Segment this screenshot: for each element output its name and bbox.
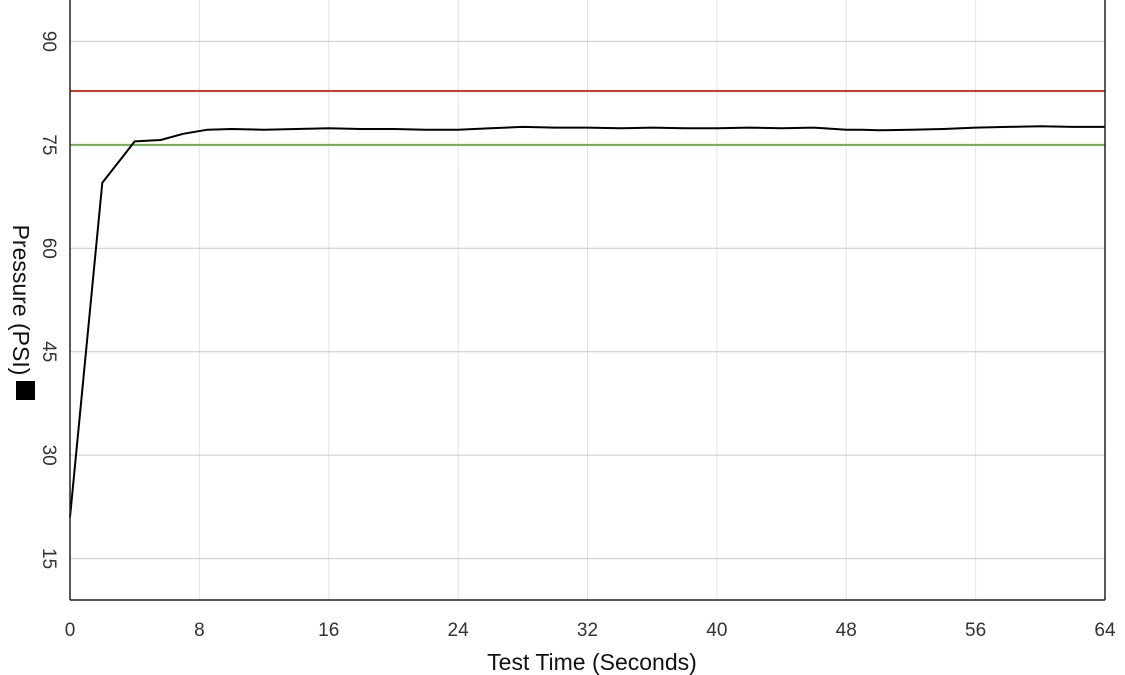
x-gridlines bbox=[69, 0, 1106, 600]
y-tick-label: 75 bbox=[38, 134, 59, 155]
x-tick-label: 0 bbox=[65, 620, 76, 641]
x-tick-label: 16 bbox=[318, 620, 339, 641]
y-tick-label: 45 bbox=[38, 341, 59, 362]
y-tick-label: 90 bbox=[38, 31, 59, 52]
y-axis-title: Pressure (PSI) bbox=[8, 225, 34, 376]
y-tick-label: 30 bbox=[38, 445, 59, 466]
y-tick-label: 15 bbox=[38, 548, 59, 569]
reference-lines bbox=[70, 90, 1105, 146]
data-series bbox=[69, 125, 1105, 518]
y-tick-labels: 15 30 45 60 75 90 bbox=[38, 31, 59, 569]
y-tick-label: 60 bbox=[38, 238, 59, 259]
x-tick-label: 8 bbox=[194, 620, 205, 641]
x-tick-label: 56 bbox=[965, 620, 986, 641]
pressure-series-line bbox=[69, 125, 1105, 518]
legend-swatch bbox=[16, 381, 35, 400]
x-tick-label: 24 bbox=[448, 620, 470, 641]
x-tick-label: 48 bbox=[836, 620, 857, 641]
x-tick-labels: 0 8 16 24 32 40 48 56 64 bbox=[65, 620, 1116, 641]
x-axis-title: Test Time (Seconds) bbox=[487, 649, 697, 675]
x-tick-label: 64 bbox=[1094, 620, 1116, 641]
x-tick-label: 32 bbox=[577, 620, 598, 641]
x-tick-label: 40 bbox=[706, 620, 727, 641]
